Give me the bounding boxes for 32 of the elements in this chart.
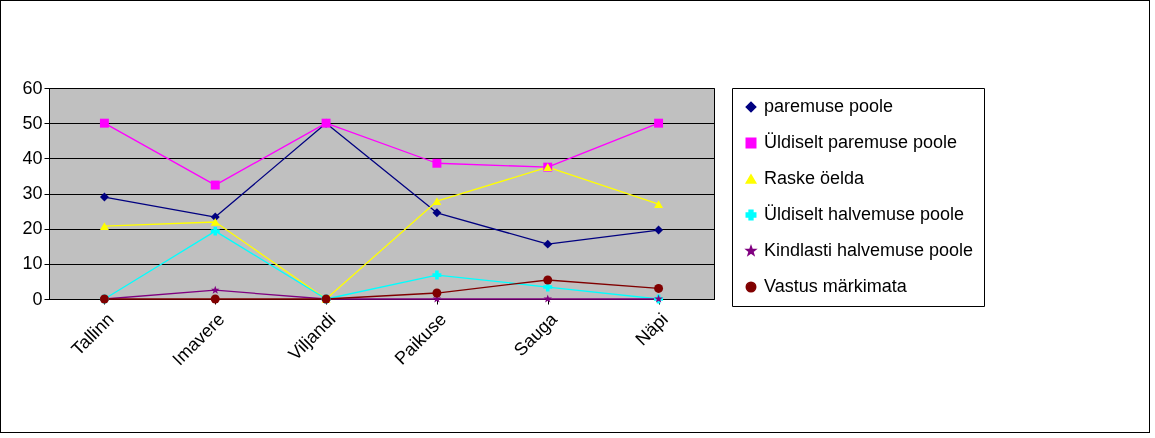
point bbox=[543, 275, 553, 285]
point bbox=[210, 218, 220, 226]
point bbox=[432, 270, 442, 280]
legend-label: Kindlasti halvemuse poole bbox=[764, 240, 974, 260]
point bbox=[654, 200, 664, 208]
y-tick-label: 0 bbox=[32, 288, 43, 309]
legend-label: Üldiselt paremuse poole bbox=[764, 132, 958, 152]
point bbox=[99, 192, 109, 202]
point bbox=[543, 239, 553, 249]
legend-label: Raske öelda bbox=[764, 168, 866, 188]
y-tick-label: 20 bbox=[22, 218, 43, 239]
point bbox=[432, 158, 442, 168]
y-tick-label: 30 bbox=[22, 183, 43, 203]
y-tick-label: 60 bbox=[22, 77, 43, 98]
legend-label: Vastus märkimata bbox=[764, 276, 908, 296]
point bbox=[432, 197, 442, 206]
point bbox=[99, 118, 109, 128]
legend-label: Üldiselt halvemuse poole bbox=[764, 204, 965, 224]
point bbox=[654, 225, 664, 235]
y-tick-label: 50 bbox=[22, 112, 43, 133]
point bbox=[210, 226, 220, 236]
point bbox=[211, 285, 220, 294]
y-tick-label: 40 bbox=[22, 147, 43, 168]
y-tick-label: 10 bbox=[22, 253, 43, 274]
legend-label: paremuse poole bbox=[764, 96, 894, 116]
point bbox=[654, 118, 664, 128]
point bbox=[654, 283, 664, 293]
point bbox=[99, 222, 109, 231]
point bbox=[210, 180, 220, 190]
point bbox=[432, 208, 442, 218]
point bbox=[432, 288, 442, 298]
point bbox=[210, 294, 220, 304]
